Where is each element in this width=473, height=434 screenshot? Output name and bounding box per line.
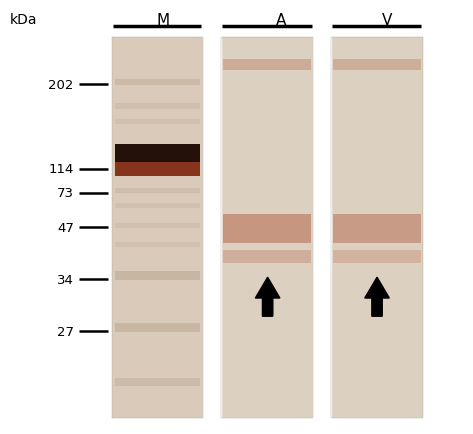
Bar [112, 37, 203, 418]
Bar [331, 37, 423, 418]
Bar [115, 204, 200, 209]
Text: M: M [157, 13, 170, 28]
Bar [221, 37, 314, 418]
Bar [115, 163, 200, 177]
Text: 47: 47 [57, 221, 74, 234]
Bar [333, 215, 421, 243]
FancyArrow shape [255, 278, 280, 316]
Bar [115, 104, 200, 109]
Bar [331, 37, 423, 418]
Bar [112, 37, 203, 418]
Text: 27: 27 [57, 325, 74, 338]
Text: 73: 73 [57, 187, 74, 200]
Bar [221, 37, 314, 418]
Bar [223, 215, 312, 243]
Bar [223, 59, 312, 71]
Bar [115, 145, 200, 162]
Bar [115, 271, 200, 280]
Bar [115, 243, 200, 248]
Bar [115, 119, 200, 125]
FancyArrow shape [365, 278, 389, 316]
Bar [223, 250, 312, 263]
Bar [115, 323, 200, 332]
Bar [115, 79, 200, 85]
Bar [115, 378, 200, 386]
Bar [333, 250, 421, 263]
Text: A: A [276, 13, 287, 28]
Text: 114: 114 [48, 163, 74, 176]
Bar [115, 223, 200, 228]
Text: V: V [382, 13, 393, 28]
Bar [115, 188, 200, 194]
Text: 202: 202 [48, 79, 74, 92]
Text: kDa: kDa [10, 13, 38, 27]
Bar [333, 59, 421, 71]
Text: 34: 34 [57, 273, 74, 286]
